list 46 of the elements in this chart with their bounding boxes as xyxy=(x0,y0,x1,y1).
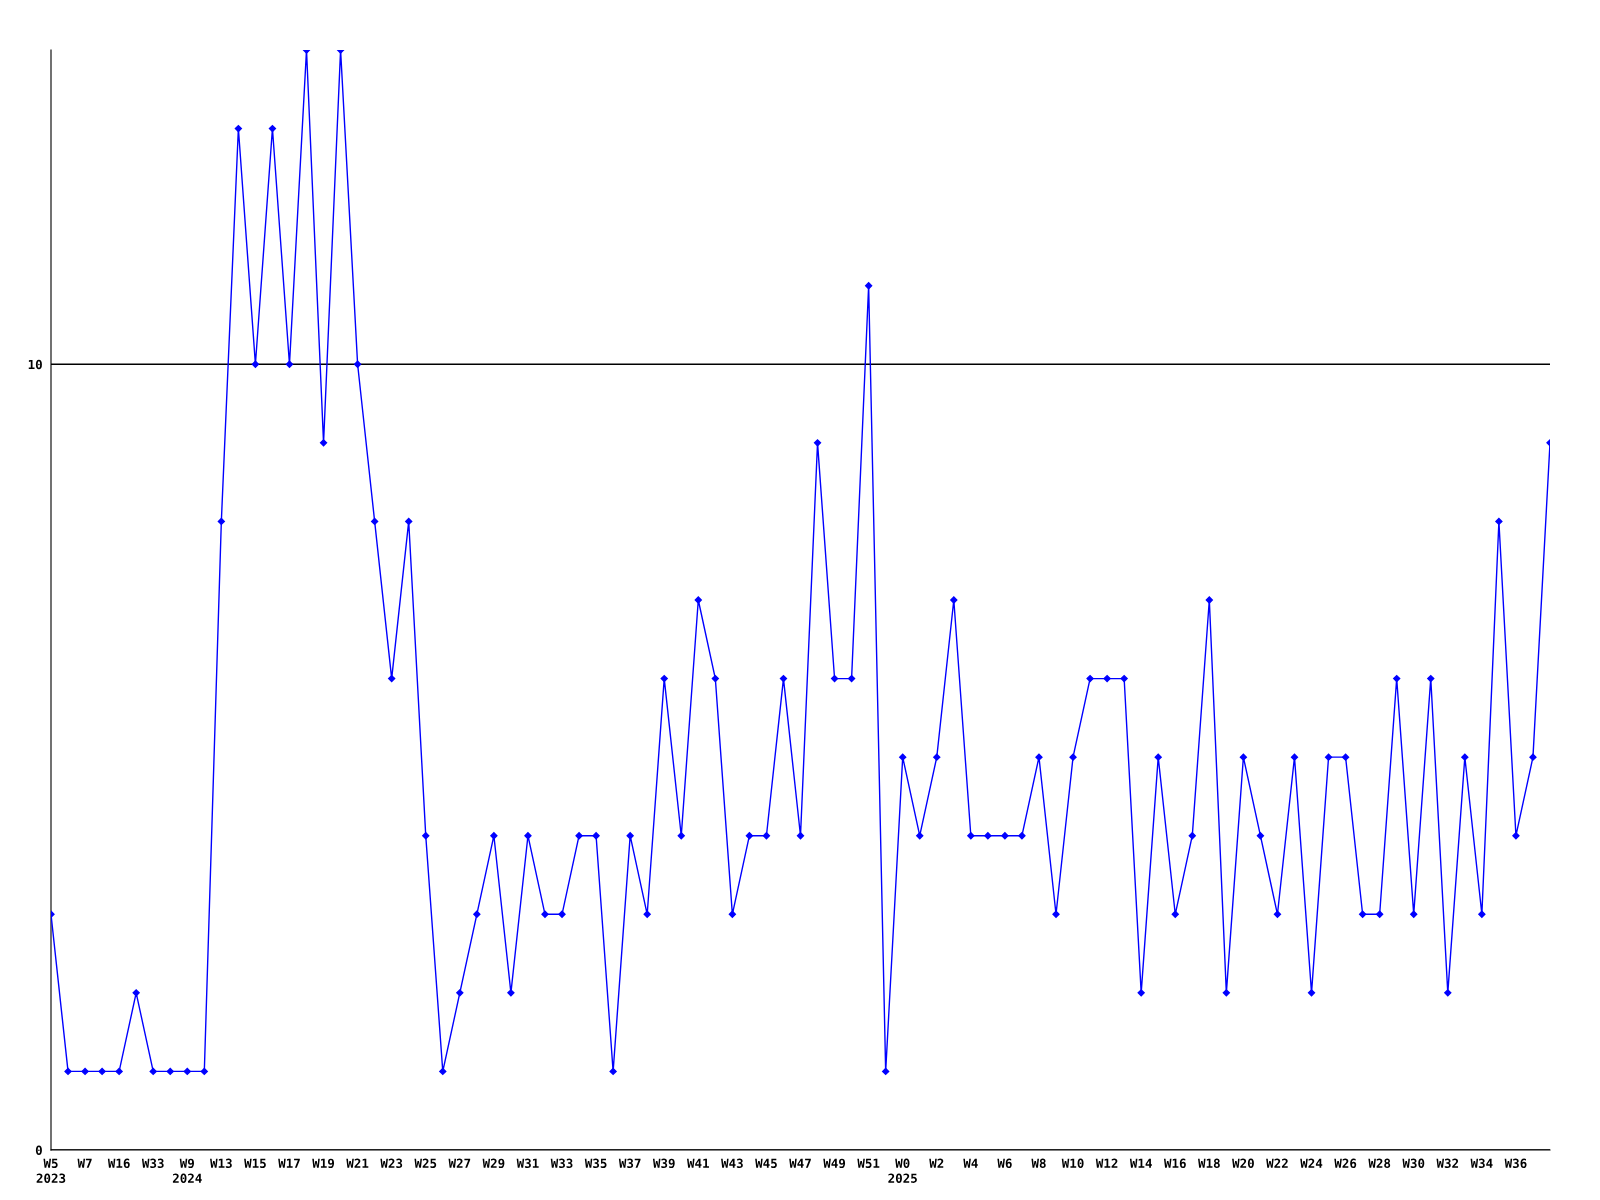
x-tick-label: W28 xyxy=(1368,1158,1391,1169)
x-tick-label: W23 xyxy=(380,1158,403,1169)
x-tick-label: W20 xyxy=(1232,1158,1254,1169)
x-tick-label: W18 xyxy=(1198,1158,1220,1169)
x-tick-label: W21 xyxy=(346,1158,369,1168)
x-tick-label: W29 xyxy=(482,1158,505,1169)
x-tick-label: W9 2024 xyxy=(172,1158,202,1183)
x-tick-label: W10 xyxy=(1061,1158,1084,1169)
x-tick-label: W16 xyxy=(1163,1158,1186,1169)
x-tick-label: W22 xyxy=(1266,1158,1288,1168)
x-tick-label: W2 xyxy=(929,1158,944,1168)
x-tick-label: W35 xyxy=(584,1158,607,1169)
x-tick-label: W33 xyxy=(141,1158,164,1169)
x-tick-label: W12 xyxy=(1095,1158,1118,1168)
x-tick-label: W6 xyxy=(997,1158,1012,1169)
x-tick-label: W15 xyxy=(244,1158,266,1169)
x-tick-label: W0 2025 xyxy=(888,1158,917,1183)
x-tick-label: W31 xyxy=(516,1158,539,1169)
x-tick-label: W16 xyxy=(107,1158,130,1169)
x-tick-label: W51 xyxy=(857,1158,880,1169)
x-tick-label: W27 xyxy=(448,1158,471,1168)
x-tick-label: W47 xyxy=(789,1158,811,1168)
x-tick-label: W34 xyxy=(1470,1158,1493,1169)
x-tick-label: W30 xyxy=(1402,1158,1425,1169)
x-tick-label: W13 xyxy=(210,1158,232,1169)
x-tick-label: W24 xyxy=(1300,1158,1323,1168)
x-tick-label: W33 xyxy=(550,1158,573,1169)
x-tick-label: W41 xyxy=(687,1158,709,1168)
x-tick-label: W7 xyxy=(77,1158,92,1168)
x-tick-label: W14 xyxy=(1129,1158,1152,1168)
y-tick-label: 10 xyxy=(28,359,42,370)
x-tick-label: W26 xyxy=(1334,1158,1357,1169)
x-tick-label: W32 xyxy=(1436,1158,1459,1169)
x-tick-label: W5 2023 xyxy=(36,1158,66,1183)
x-tick-label: W45 xyxy=(755,1158,777,1169)
x-tick-label: W19 xyxy=(312,1158,335,1169)
x-tick-label: W4 xyxy=(963,1158,978,1168)
x-tick-label: W36 xyxy=(1504,1158,1527,1169)
x-tick-label: W25 xyxy=(414,1158,437,1169)
x-tick-label: W37 xyxy=(618,1158,641,1169)
y-tick-label: 0 xyxy=(35,1145,42,1155)
x-tick-label: W8 xyxy=(1031,1158,1046,1169)
x-tick-label: W49 xyxy=(823,1158,846,1169)
x-tick-label: W43 xyxy=(721,1158,743,1169)
x-tick-label: W39 xyxy=(652,1158,675,1169)
x-tick-label: W17 xyxy=(278,1158,300,1168)
